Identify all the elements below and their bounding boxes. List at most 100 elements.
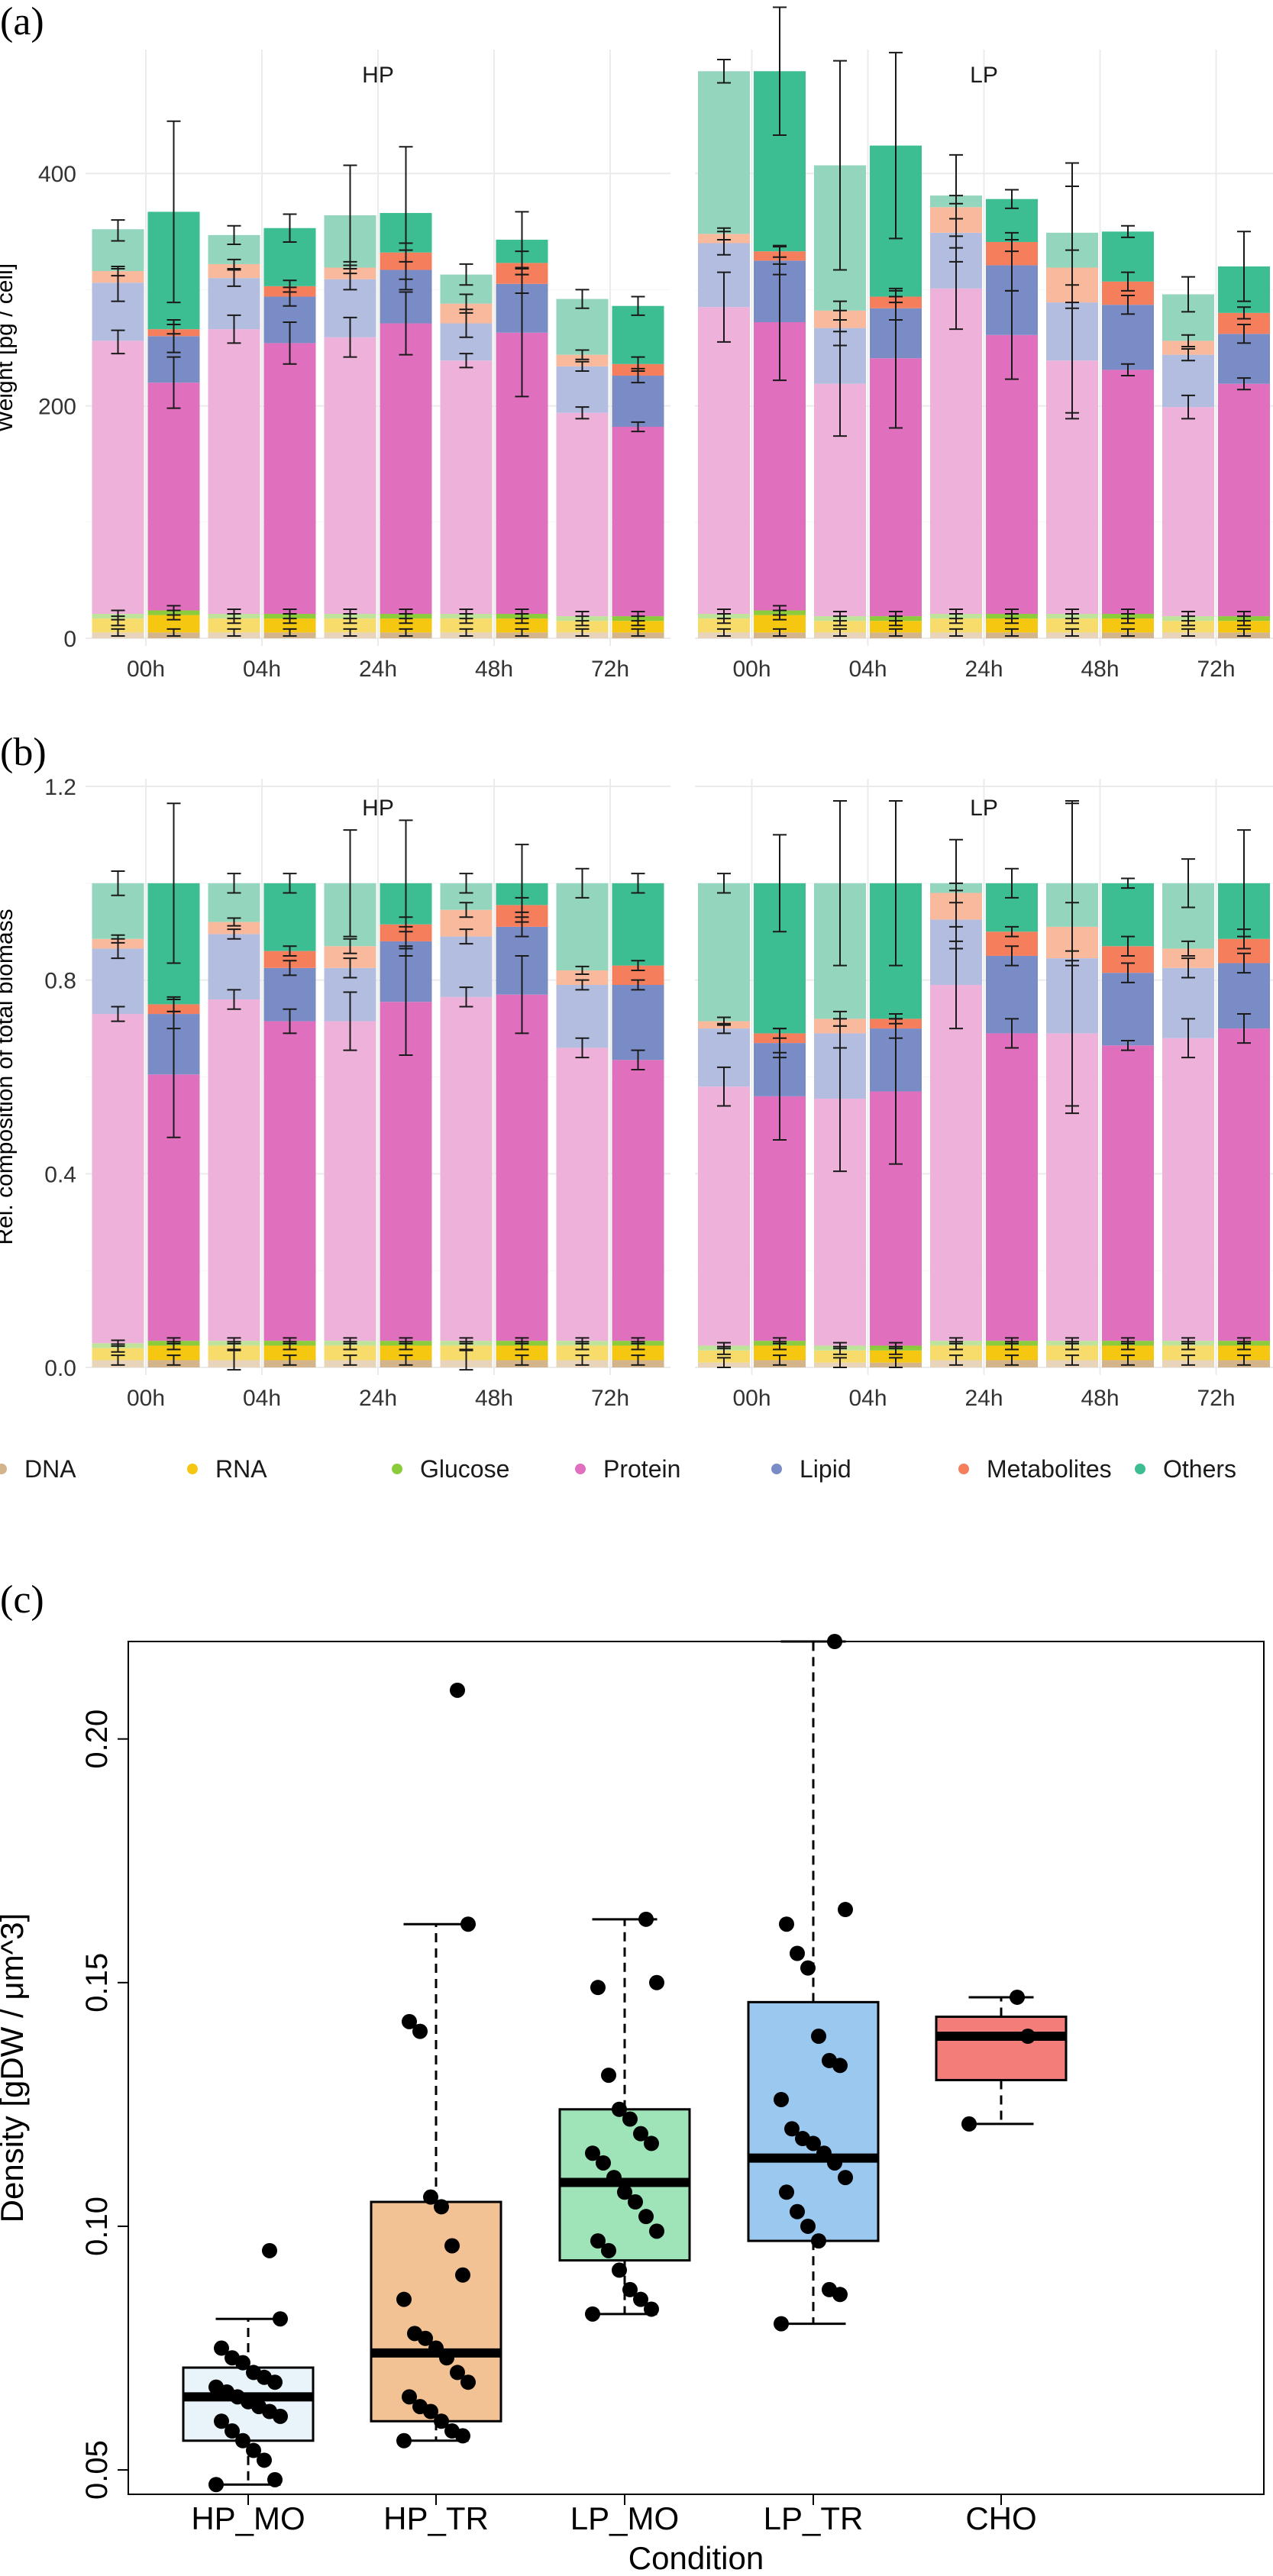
- legend-swatch: [187, 1464, 198, 1474]
- box-hp_mo: HP_MO: [182, 2242, 315, 2536]
- bar-segment-rna: [324, 618, 376, 633]
- data-point: [402, 2389, 417, 2405]
- bar-segment-protein: [612, 426, 664, 617]
- bar-segment-rna: [930, 618, 982, 633]
- box-hp_tr: HP_TR: [370, 1682, 502, 2536]
- legend-swatch: [958, 1464, 969, 1474]
- data-point: [439, 2350, 454, 2366]
- data-point: [225, 2423, 240, 2439]
- bar-segment-protein: [556, 1048, 609, 1341]
- data-point: [612, 2262, 627, 2278]
- bar-segment-rna: [556, 1345, 609, 1361]
- bar-segment-protein: [1162, 1038, 1214, 1341]
- x-tick-label: LP_MO: [570, 2500, 679, 2536]
- x-tick-label: 48h: [475, 657, 513, 682]
- bar-segment-protein: [556, 412, 609, 617]
- data-point: [267, 2471, 283, 2487]
- y-tick-label: 0.20: [80, 1709, 114, 1769]
- bar-segment-protein: [263, 343, 316, 615]
- data-point: [257, 2452, 272, 2468]
- data-point: [214, 2340, 229, 2356]
- data-point: [784, 2121, 800, 2137]
- plot-frame: [128, 1641, 1265, 2495]
- data-point: [596, 2155, 611, 2171]
- x-tick-label: 00h: [127, 657, 165, 682]
- data-point: [262, 2242, 277, 2258]
- panel-c: 0.05 0.10 0.15 0.20 Density [gDW / μm^3] Cond…: [0, 1634, 1265, 2576]
- bar-segment-protein: [324, 337, 376, 615]
- bar-segment-others: [1102, 883, 1154, 947]
- bar-segment-protein: [263, 1021, 316, 1341]
- x-tick-label: CHO: [965, 2500, 1036, 2536]
- bar-segment-rna: [208, 618, 260, 633]
- data-point: [455, 2267, 470, 2283]
- data-point: [838, 1902, 853, 1918]
- box-iqr: [747, 2000, 880, 2242]
- legend-swatch: [0, 1464, 7, 1474]
- facet-hp: 00h 04h 24h 48h 72h HP: [86, 50, 670, 682]
- bar-segment-rna: [612, 621, 664, 633]
- bar-segment-protein: [496, 994, 548, 1341]
- panel-label-c: (c): [0, 1578, 44, 1622]
- data-point: [606, 2170, 622, 2186]
- bar-segment-rna: [754, 615, 806, 633]
- bar-segment-rna: [1218, 1345, 1270, 1361]
- bar-segment-others: [263, 883, 316, 951]
- bar-segment-rna: [698, 1350, 750, 1363]
- legend-item-dna: DNA: [0, 1455, 76, 1483]
- bar-segment-protein: [1218, 1028, 1270, 1341]
- bar-segment-protein: [1218, 383, 1270, 617]
- data-point: [644, 2135, 659, 2152]
- data-point: [638, 2209, 654, 2225]
- data-point: [396, 2291, 412, 2307]
- bar-segment-rna: [986, 1345, 1038, 1361]
- bar-segment-protein: [92, 341, 144, 615]
- data-point: [590, 2233, 606, 2249]
- data-point: [790, 1945, 805, 1961]
- bar-segment-protein: [930, 288, 982, 615]
- bar-segment-metabolites: [263, 951, 316, 968]
- data-point: [460, 1916, 476, 1932]
- legend-label: Lipid: [800, 1455, 851, 1483]
- data-point: [633, 2126, 648, 2142]
- facet-strip-label: LP: [970, 796, 998, 821]
- data-point: [396, 2432, 412, 2448]
- data-point: [225, 2350, 240, 2366]
- bar-segment-others: [698, 71, 750, 234]
- data-point: [628, 2194, 643, 2210]
- bar-segment-rna: [380, 618, 432, 633]
- box-iqr: [370, 2200, 502, 2423]
- x-tick-label: 72h: [1197, 1386, 1235, 1411]
- data-point: [822, 2281, 837, 2297]
- data-point: [412, 2399, 428, 2415]
- data-point: [214, 2413, 229, 2429]
- bar-segment-rna: [263, 1345, 316, 1361]
- bar-segment-lipid: [1102, 305, 1154, 370]
- bar-segment-protein: [92, 1014, 144, 1344]
- bar-segment-protein: [208, 999, 260, 1341]
- facet-strip-label: LP: [970, 63, 998, 88]
- legend-swatch: [575, 1464, 586, 1474]
- bar-segment-rna: [1162, 621, 1214, 633]
- data-point: [633, 2291, 648, 2307]
- data-point: [800, 2218, 816, 2234]
- y-tick-label: 0: [63, 627, 76, 652]
- bar-segment-rna: [496, 1345, 548, 1361]
- data-point: [1010, 1989, 1025, 2005]
- y-tick-label: 1.2: [44, 775, 76, 800]
- data-point: [402, 2013, 417, 2029]
- legend-item-others: Others: [1135, 1455, 1236, 1483]
- data-point: [450, 2365, 465, 2381]
- bar-segment-rna: [92, 1348, 144, 1361]
- x-tick-label: 72h: [591, 657, 629, 682]
- x-tick-label: 72h: [591, 1386, 629, 1411]
- y-tick-label: 400: [38, 162, 76, 187]
- y-tick-label: 0.15: [80, 1953, 114, 2013]
- data-point: [412, 2023, 428, 2039]
- bar-segment-rna: [870, 621, 922, 633]
- data-point: [246, 2365, 261, 2381]
- data-point: [434, 2199, 449, 2215]
- data-point: [444, 2238, 460, 2254]
- data-point: [774, 2316, 789, 2332]
- bar-segment-protein: [208, 329, 260, 615]
